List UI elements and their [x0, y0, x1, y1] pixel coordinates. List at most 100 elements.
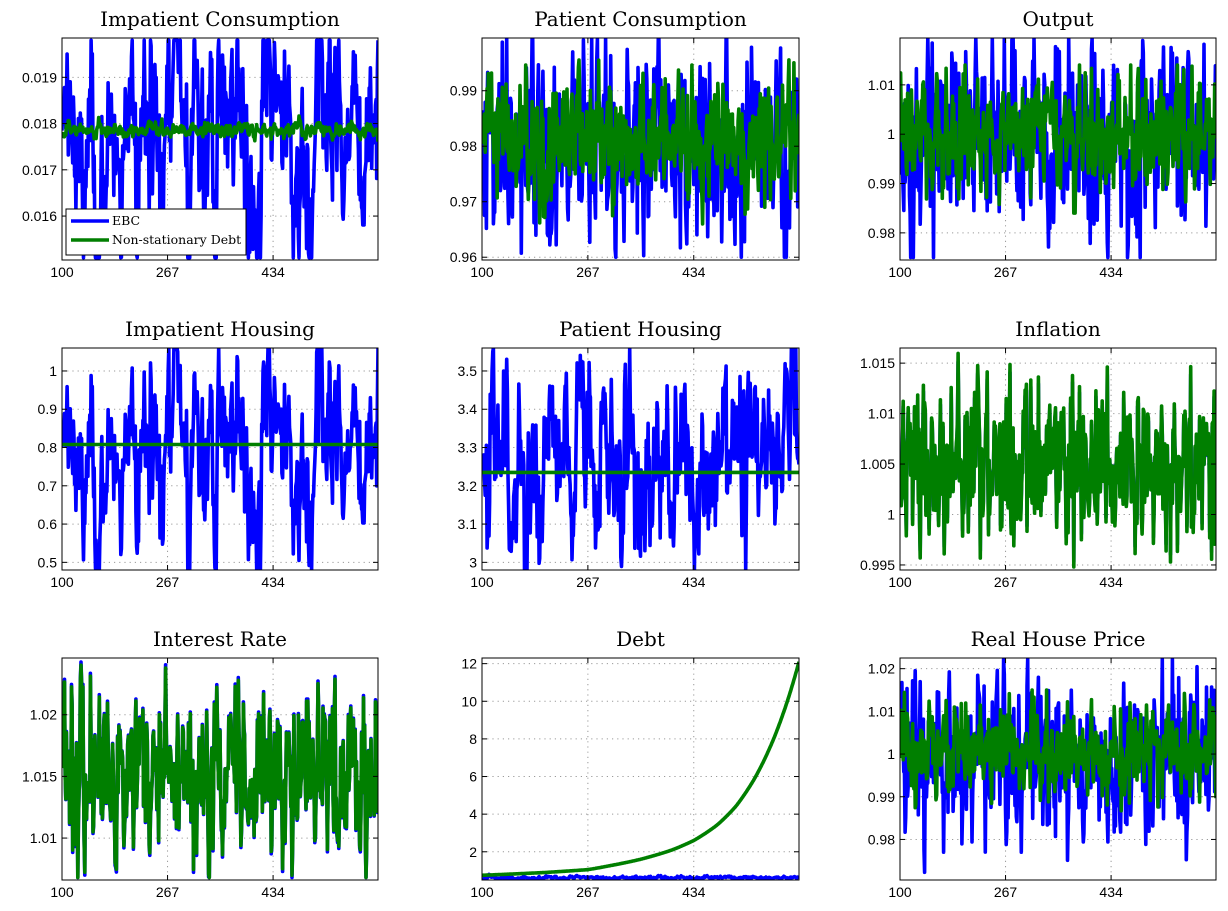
panel-title: Real House Price: [971, 627, 1146, 651]
y-tick-label: 0.017: [22, 162, 57, 178]
panel-title: Output: [1022, 7, 1093, 31]
panel-title: Patient Housing: [559, 317, 722, 341]
axes-frame: [61, 347, 379, 571]
y-tick-label: 0.99: [868, 789, 895, 805]
nsd-series-line: [62, 663, 378, 880]
y-tick-label: 12: [461, 656, 477, 672]
x-tick-label: 267: [156, 264, 180, 280]
legend-box: [65, 208, 247, 256]
x-tick-label: 100: [50, 264, 74, 280]
x-tick-label: 100: [888, 264, 912, 280]
x-tick-label: 434: [682, 264, 706, 280]
y-tick-label: 1: [887, 746, 895, 762]
y-tick-label: 2: [469, 844, 477, 860]
x-tick-label: 267: [576, 264, 600, 280]
y-tick-label: 1.02: [868, 661, 895, 677]
nsd-series-line: [62, 114, 378, 143]
y-tick-label: 1.01: [868, 703, 895, 719]
nsd-series-line: [482, 58, 799, 226]
y-tick-label: 3.3: [458, 440, 478, 456]
y-tick-label: 1.015: [22, 768, 57, 784]
y-tick-label: 3: [469, 554, 477, 570]
axes-frame: [481, 37, 800, 261]
axes-frame: [899, 347, 1217, 571]
panel-title: Debt: [616, 627, 665, 651]
y-tick-label: 0.99: [450, 83, 477, 99]
y-tick-label: 0.96: [450, 249, 477, 265]
x-tick-label: 267: [576, 574, 600, 590]
legend-ebc-label: EBC: [112, 213, 140, 228]
panel-7: Interest Rate 100 267 434 1.01 1.015 1.02: [22, 627, 379, 900]
y-tick-label: 3.5: [458, 363, 478, 379]
x-tick-label: 434: [682, 574, 706, 590]
y-tick-label: 3.1: [458, 516, 478, 532]
axes-frame: [481, 657, 800, 881]
x-tick-label: 434: [261, 264, 285, 280]
panel-title: Interest Rate: [153, 627, 287, 651]
y-tick-label: 1.01: [30, 830, 57, 846]
y-tick-label: 10: [461, 693, 477, 709]
panel-5: Patient Housing 100 267 434 3 3.1 3.2 3.3 3.4 3.5: [458, 317, 800, 590]
panel-4: Impatient Housing 100 267 434 0.5 0.6 0.7 0.8 0.…: [38, 317, 379, 590]
y-tick-label: 0.98: [868, 225, 895, 241]
axes-frame: [61, 657, 379, 881]
x-tick-label: 100: [888, 884, 912, 900]
axes-frame: [481, 347, 800, 571]
legend-nsd-label: Non-stationary Debt: [112, 232, 241, 247]
ebc-series-line: [62, 348, 378, 570]
x-tick-label: 267: [994, 264, 1018, 280]
nsd-series-line: [900, 63, 1216, 215]
axes-frame: [61, 37, 379, 261]
y-tick-label: 1.01: [868, 77, 895, 93]
x-tick-label: 267: [156, 574, 180, 590]
panel-title: Inflation: [1015, 317, 1101, 341]
y-tick-label: 1: [49, 363, 57, 379]
y-tick-label: 0.98: [868, 831, 895, 847]
y-tick-label: 1.005: [860, 456, 895, 472]
x-tick-label: 434: [1099, 264, 1123, 280]
y-tick-label: 1.01: [868, 406, 895, 422]
panel-title: Impatient Consumption: [100, 7, 340, 31]
x-tick-label: 100: [470, 264, 494, 280]
x-tick-label: 100: [50, 574, 74, 590]
y-tick-label: 1.02: [30, 707, 57, 723]
axes-frame: [899, 657, 1217, 881]
x-tick-label: 100: [888, 574, 912, 590]
x-tick-label: 434: [261, 574, 285, 590]
y-tick-label: 3.4: [458, 401, 478, 417]
x-tick-label: 267: [156, 884, 180, 900]
y-tick-label: 0.97: [450, 194, 477, 210]
y-tick-label: 1.015: [860, 355, 895, 371]
y-tick-label: 0.018: [22, 116, 57, 132]
y-tick-label: 0.98: [450, 138, 477, 154]
y-tick-label: 0.9: [38, 401, 58, 417]
panel-1: Impatient Consumption 100 267 434 0.016 0.017…: [22, 7, 379, 280]
x-tick-label: 434: [261, 884, 285, 900]
x-tick-label: 100: [50, 884, 74, 900]
y-tick-label: 0.995: [860, 557, 895, 573]
y-tick-label: 0.5: [38, 554, 58, 570]
y-tick-label: 0.99: [868, 176, 895, 192]
panel-title: Patient Consumption: [534, 7, 747, 31]
nsd-series-line: [900, 351, 1216, 569]
y-tick-label: 0.8: [38, 440, 58, 456]
x-tick-label: 434: [682, 884, 706, 900]
nsd-series-line: [900, 688, 1216, 813]
x-tick-label: 267: [994, 574, 1018, 590]
panel-6: Inflation 100 267 434 0.995 1 1.005 1.01 1.015: [860, 317, 1217, 590]
ebc-series-line: [482, 348, 799, 570]
x-tick-label: 267: [576, 884, 600, 900]
x-tick-label: 434: [1099, 574, 1123, 590]
y-tick-label: 0.6: [38, 516, 58, 532]
y-tick-label: 1: [887, 507, 895, 523]
panel-9: Real House Price 100 267 434 0.98 0.99 1 1.01 1.…: [868, 627, 1217, 900]
y-tick-label: 0.7: [38, 478, 58, 494]
panel-3: Output 100 267 434 0.98 0.99 1 1.01: [868, 7, 1217, 280]
panel-title: Impatient Housing: [125, 317, 315, 341]
y-tick-label: 1: [887, 126, 895, 142]
y-tick-label: 6: [469, 769, 477, 785]
x-tick-label: 267: [994, 884, 1018, 900]
legend: EBC Non-stationary Debt: [65, 208, 247, 256]
panel-2: Patient Consumption 100 267 434 0.96 0.97 0.98…: [450, 7, 800, 280]
